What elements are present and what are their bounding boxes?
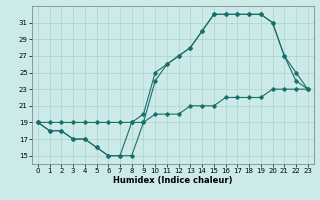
- X-axis label: Humidex (Indice chaleur): Humidex (Indice chaleur): [113, 176, 233, 185]
